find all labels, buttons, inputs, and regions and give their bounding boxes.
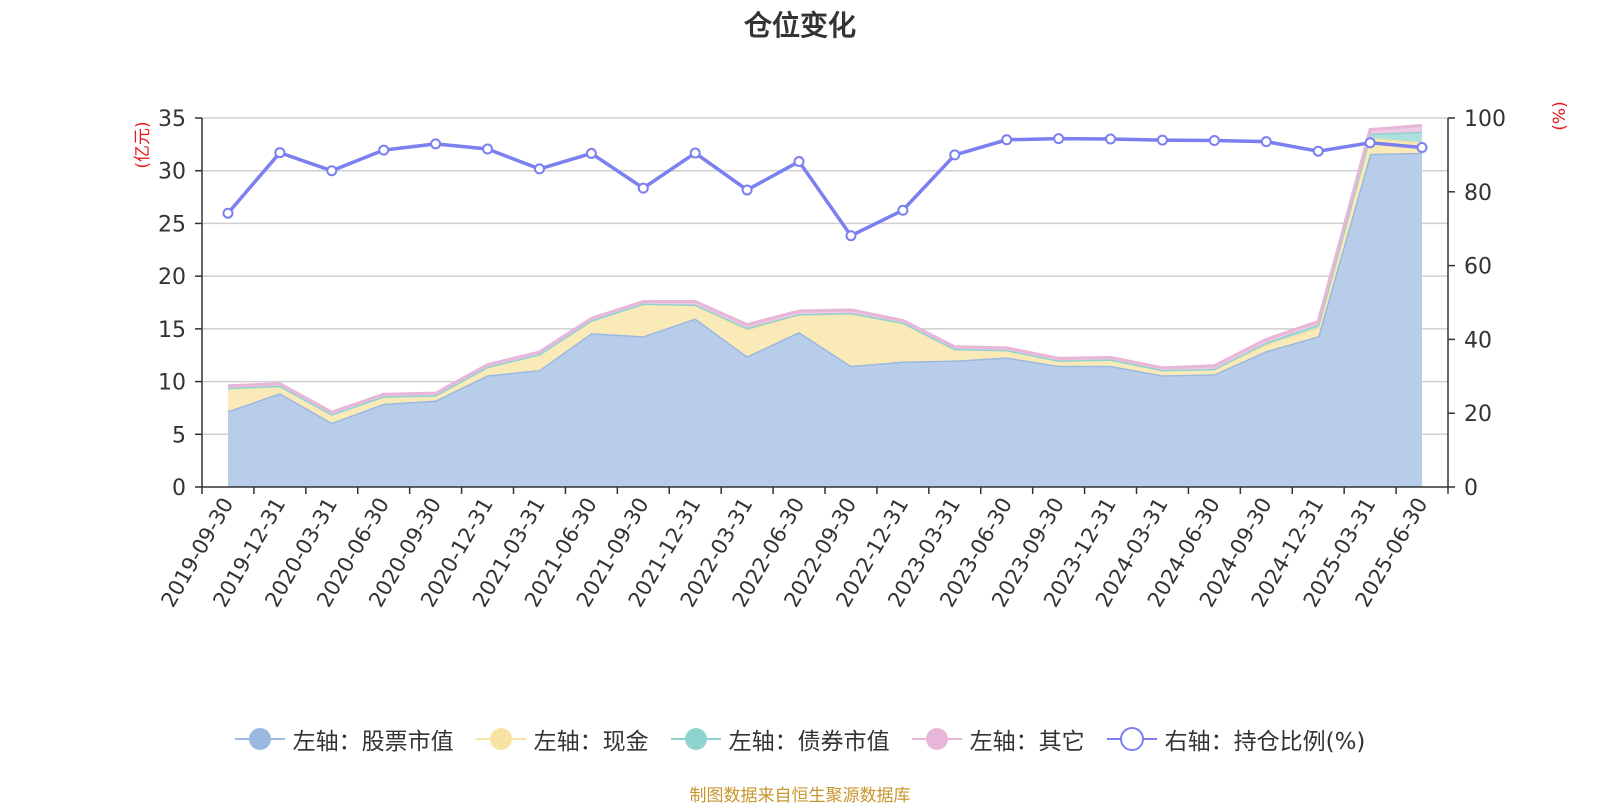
data-source-note: 制图数据来自恒生聚源数据库 bbox=[689, 786, 911, 806]
legend-swatch-stock bbox=[234, 728, 285, 750]
area-fill-series-0 bbox=[227, 152, 1423, 487]
right-tick-label: 20 bbox=[1464, 402, 1492, 427]
ratio-point bbox=[585, 147, 597, 159]
ratio-line-path bbox=[226, 136, 1423, 238]
ratio-point bbox=[1312, 145, 1324, 157]
ratio-point bbox=[637, 182, 649, 194]
ratio-point bbox=[845, 230, 857, 242]
ratio-point bbox=[1364, 137, 1376, 149]
right-tick-label: 0 bbox=[1464, 476, 1478, 501]
legend-label-other: 左轴：其它 bbox=[969, 729, 1085, 755]
right-tick-label: 100 bbox=[1464, 107, 1506, 132]
legend-item-ratio[interactable]: 右轴：持仓比例(%) bbox=[1106, 722, 1366, 756]
ratio-point bbox=[1260, 136, 1272, 148]
right-tick-label: 60 bbox=[1464, 255, 1492, 280]
left-tick-label: 20 bbox=[158, 265, 186, 290]
legend-item-other[interactable]: 左轴：其它 bbox=[911, 722, 1085, 756]
legend-swatch-bond bbox=[670, 728, 721, 750]
ratio-point bbox=[1053, 133, 1065, 145]
ratio-point bbox=[222, 207, 234, 219]
left-tick-label: 10 bbox=[158, 371, 186, 396]
ratio-point bbox=[1105, 133, 1117, 145]
ratio-point bbox=[533, 163, 545, 175]
legend: 左轴：股票市值 左轴：现金 左轴：债券市值 左轴：其它 右轴：持仓比例(%) bbox=[0, 722, 1600, 756]
ratio-line bbox=[222, 133, 1428, 242]
right-tick-label: 80 bbox=[1464, 181, 1492, 206]
ratio-point bbox=[689, 147, 701, 159]
left-tick-label: 35 bbox=[158, 107, 186, 132]
legend-label-bond: 左轴：债券市值 bbox=[728, 729, 890, 755]
ratio-point bbox=[482, 143, 494, 155]
chart-title: 仓位变化 bbox=[743, 9, 856, 42]
ratio-point bbox=[793, 156, 805, 168]
ratio-point bbox=[430, 138, 442, 150]
left-axis-label: (亿元) bbox=[133, 121, 153, 168]
right-axis-label: (%) bbox=[1550, 101, 1570, 130]
ratio-point bbox=[274, 147, 286, 159]
left-tick-label: 25 bbox=[158, 212, 186, 237]
legend-swatch-cash bbox=[475, 728, 526, 750]
ratio-point bbox=[897, 204, 909, 216]
legend-swatch-ratio bbox=[1106, 727, 1157, 751]
left-tick-label: 30 bbox=[158, 160, 186, 185]
left-tick-label: 5 bbox=[172, 423, 186, 448]
stacked-areas bbox=[227, 123, 1423, 487]
left-tick-label: 15 bbox=[158, 318, 186, 343]
area-edge-series-3 bbox=[227, 123, 1423, 414]
legend-item-bond[interactable]: 左轴：债券市值 bbox=[670, 722, 890, 756]
legend-label-ratio: 右轴：持仓比例(%) bbox=[1164, 729, 1366, 755]
ratio-point bbox=[1208, 135, 1220, 147]
ratio-point bbox=[949, 149, 961, 161]
left-tick-label: 0 bbox=[172, 476, 186, 501]
ratio-point bbox=[378, 144, 390, 156]
ratio-point bbox=[1156, 134, 1168, 146]
legend-label-cash: 左轴：现金 bbox=[533, 729, 649, 755]
legend-item-stock[interactable]: 左轴：股票市值 bbox=[234, 722, 454, 756]
ratio-point bbox=[741, 184, 753, 196]
right-tick-label: 40 bbox=[1464, 328, 1492, 353]
legend-label-stock: 左轴：股票市值 bbox=[292, 729, 454, 755]
ratio-point bbox=[326, 165, 338, 177]
ratio-point bbox=[1416, 142, 1428, 154]
ratio-point bbox=[1001, 134, 1013, 146]
legend-item-cash[interactable]: 左轴：现金 bbox=[475, 722, 649, 756]
legend-swatch-other bbox=[911, 728, 962, 750]
